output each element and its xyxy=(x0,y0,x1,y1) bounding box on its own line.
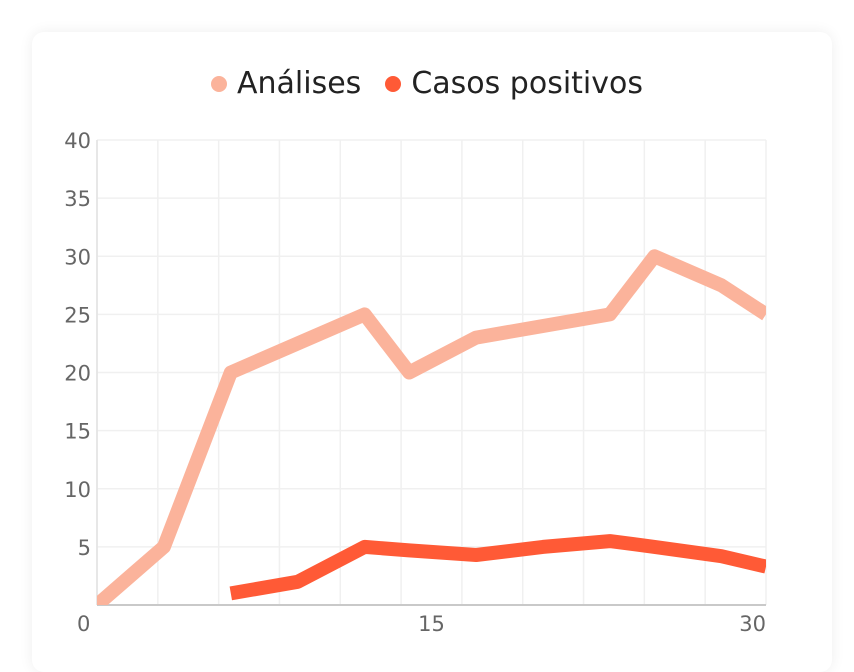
legend-item-casos-positivos[interactable]: Casos positivos xyxy=(385,66,643,101)
x-tick-label: 30 xyxy=(739,612,766,636)
line-chart: 40 35 30 25 20 15 10 5 0 15 30 xyxy=(64,129,767,636)
legend-marker-analises xyxy=(211,75,227,92)
series-line-casos-positivos xyxy=(229,534,766,601)
x-tick-label: 15 xyxy=(418,612,445,636)
legend-label-analises: Análises xyxy=(237,66,362,101)
legend-label-casos-positivos: Casos positivos xyxy=(411,66,643,101)
y-tick-label: 20 xyxy=(64,362,91,386)
y-tick-label: 10 xyxy=(64,478,91,502)
y-tick-label: 35 xyxy=(64,187,91,211)
y-tick-label: 30 xyxy=(64,245,91,269)
series-line-analises xyxy=(97,249,766,605)
chart-card xyxy=(32,32,832,672)
y-tick-label: 5 xyxy=(78,536,91,560)
y-tick-label: 40 xyxy=(64,129,91,153)
y-tick-label: 25 xyxy=(64,303,91,327)
legend-marker-casos-positivos xyxy=(385,75,402,92)
x-tick-label: 0 xyxy=(77,612,90,636)
legend-item-analises[interactable]: Análises xyxy=(211,66,361,101)
chart-legend: Análises Casos positivos xyxy=(0,66,854,101)
y-tick-label: 15 xyxy=(64,420,91,444)
